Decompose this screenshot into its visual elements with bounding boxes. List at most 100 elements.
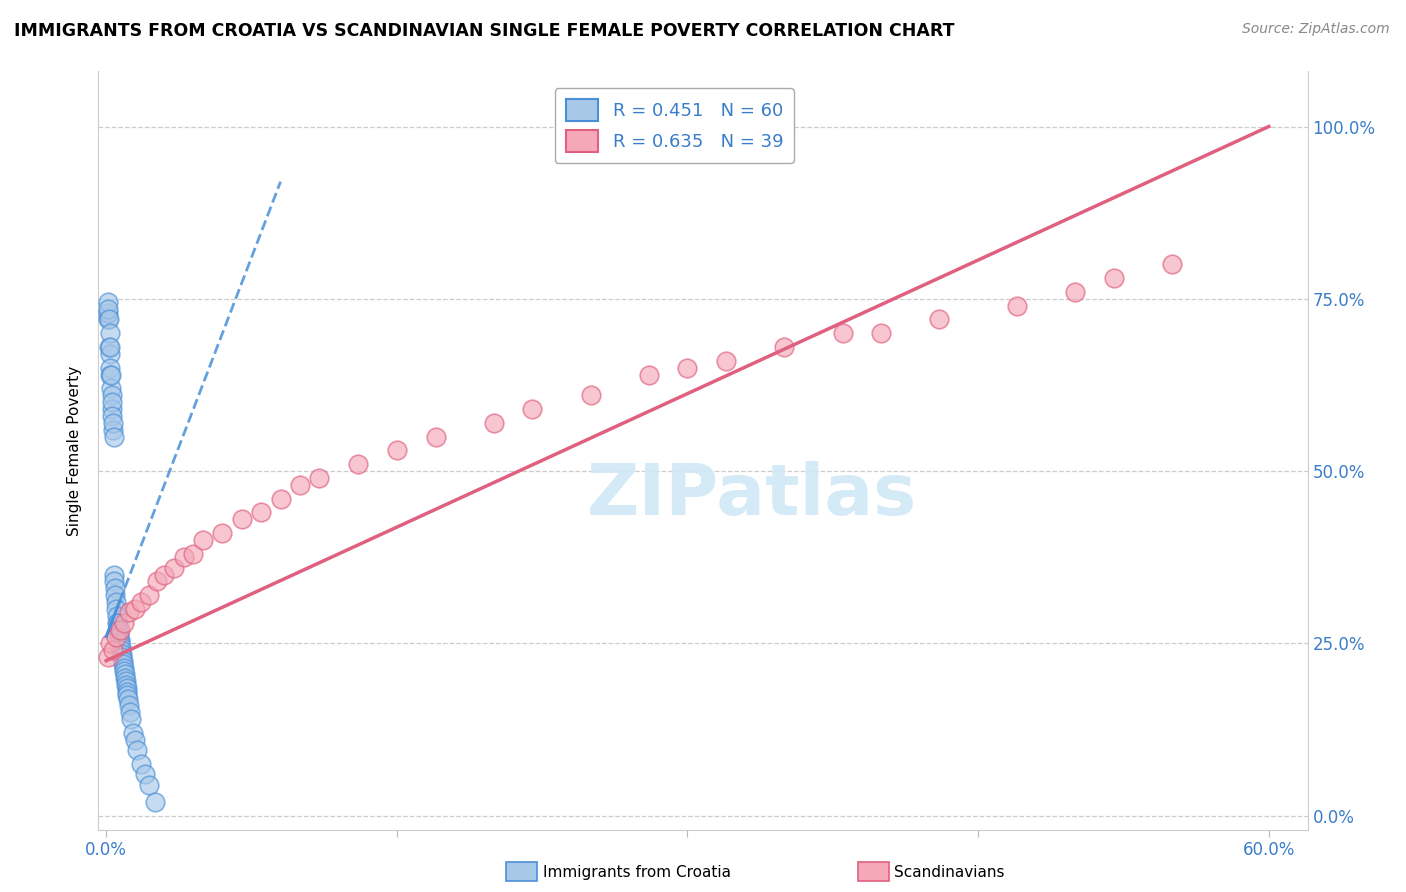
Point xyxy=(103,430,125,444)
Point xyxy=(1161,257,1184,271)
Point xyxy=(105,608,128,623)
Text: IMMIGRANTS FROM CROATIA VS SCANDINAVIAN SINGLE FEMALE POVERTY CORRELATION CHART: IMMIGRANTS FROM CROATIA VS SCANDINAVIAN … xyxy=(14,22,955,40)
Point xyxy=(134,767,156,781)
Point xyxy=(173,550,195,565)
Point xyxy=(676,360,699,375)
Text: ZIPatlas: ZIPatlas xyxy=(586,461,917,531)
Point xyxy=(120,712,142,726)
Point xyxy=(100,381,122,395)
Point xyxy=(250,506,273,520)
Point xyxy=(101,402,124,417)
Point xyxy=(1064,285,1087,299)
Point xyxy=(191,533,214,547)
Point xyxy=(101,643,124,657)
Point xyxy=(928,312,950,326)
Point xyxy=(773,340,796,354)
Point xyxy=(107,615,129,630)
Point xyxy=(183,547,205,561)
Point xyxy=(98,340,121,354)
Point xyxy=(98,636,121,650)
Point xyxy=(143,795,166,809)
Y-axis label: Single Female Poverty: Single Female Poverty xyxy=(67,366,83,535)
Point xyxy=(231,512,253,526)
Point xyxy=(129,757,152,772)
Point xyxy=(522,402,544,417)
Point xyxy=(103,574,125,589)
Point xyxy=(108,623,131,637)
Point xyxy=(122,726,145,740)
Point xyxy=(124,733,146,747)
Point xyxy=(98,347,121,361)
Point xyxy=(114,667,136,681)
Text: Source: ZipAtlas.com: Source: ZipAtlas.com xyxy=(1241,22,1389,37)
Point xyxy=(115,681,138,696)
Point xyxy=(97,295,120,310)
Point xyxy=(104,630,127,644)
Point xyxy=(117,691,139,706)
Point xyxy=(98,340,121,354)
Point xyxy=(114,674,136,689)
Point xyxy=(111,650,134,665)
Point xyxy=(97,302,120,317)
Point xyxy=(108,630,131,644)
Point xyxy=(107,623,129,637)
Point xyxy=(112,657,135,672)
Point xyxy=(112,615,135,630)
Point xyxy=(98,312,121,326)
Text: Scandinavians: Scandinavians xyxy=(894,865,1005,880)
Point xyxy=(108,633,131,648)
Point xyxy=(101,423,124,437)
Point xyxy=(124,602,146,616)
Point xyxy=(1102,271,1125,285)
Point xyxy=(637,368,659,382)
Point xyxy=(100,388,122,402)
Point xyxy=(831,326,853,341)
Legend: R = 0.451   N = 60, R = 0.635   N = 39: R = 0.451 N = 60, R = 0.635 N = 39 xyxy=(555,88,794,162)
Point xyxy=(101,409,124,423)
Point xyxy=(153,567,176,582)
Point xyxy=(105,602,128,616)
Point xyxy=(110,640,132,654)
Point xyxy=(104,595,127,609)
Point xyxy=(145,574,167,589)
Point xyxy=(482,416,505,430)
Point xyxy=(97,305,120,319)
Point xyxy=(101,395,124,409)
Point xyxy=(138,588,160,602)
Point xyxy=(115,684,138,698)
Point xyxy=(114,671,136,685)
Point xyxy=(127,743,149,757)
Point xyxy=(425,430,447,444)
Point xyxy=(163,560,186,574)
Point xyxy=(103,567,125,582)
Point xyxy=(385,443,408,458)
Point xyxy=(98,360,121,375)
Point xyxy=(104,582,127,596)
Point xyxy=(129,595,152,609)
Point xyxy=(270,491,292,506)
Point xyxy=(111,654,134,668)
Point xyxy=(870,326,893,341)
Point xyxy=(98,326,121,341)
Point xyxy=(111,647,134,661)
Point xyxy=(108,636,131,650)
Point xyxy=(1005,299,1028,313)
Point xyxy=(117,688,139,702)
Point xyxy=(118,606,141,620)
Point xyxy=(579,388,602,402)
Point xyxy=(120,706,142,720)
Point xyxy=(104,588,127,602)
Point xyxy=(716,354,738,368)
Point xyxy=(100,368,122,382)
Point xyxy=(107,626,129,640)
Point xyxy=(118,698,141,713)
Point xyxy=(115,678,138,692)
Text: Immigrants from Croatia: Immigrants from Croatia xyxy=(543,865,731,880)
Point xyxy=(97,650,120,665)
Point xyxy=(101,416,124,430)
Point xyxy=(308,471,330,485)
Point xyxy=(347,457,370,471)
Point xyxy=(211,526,233,541)
Point xyxy=(107,615,129,630)
Point xyxy=(112,660,135,674)
